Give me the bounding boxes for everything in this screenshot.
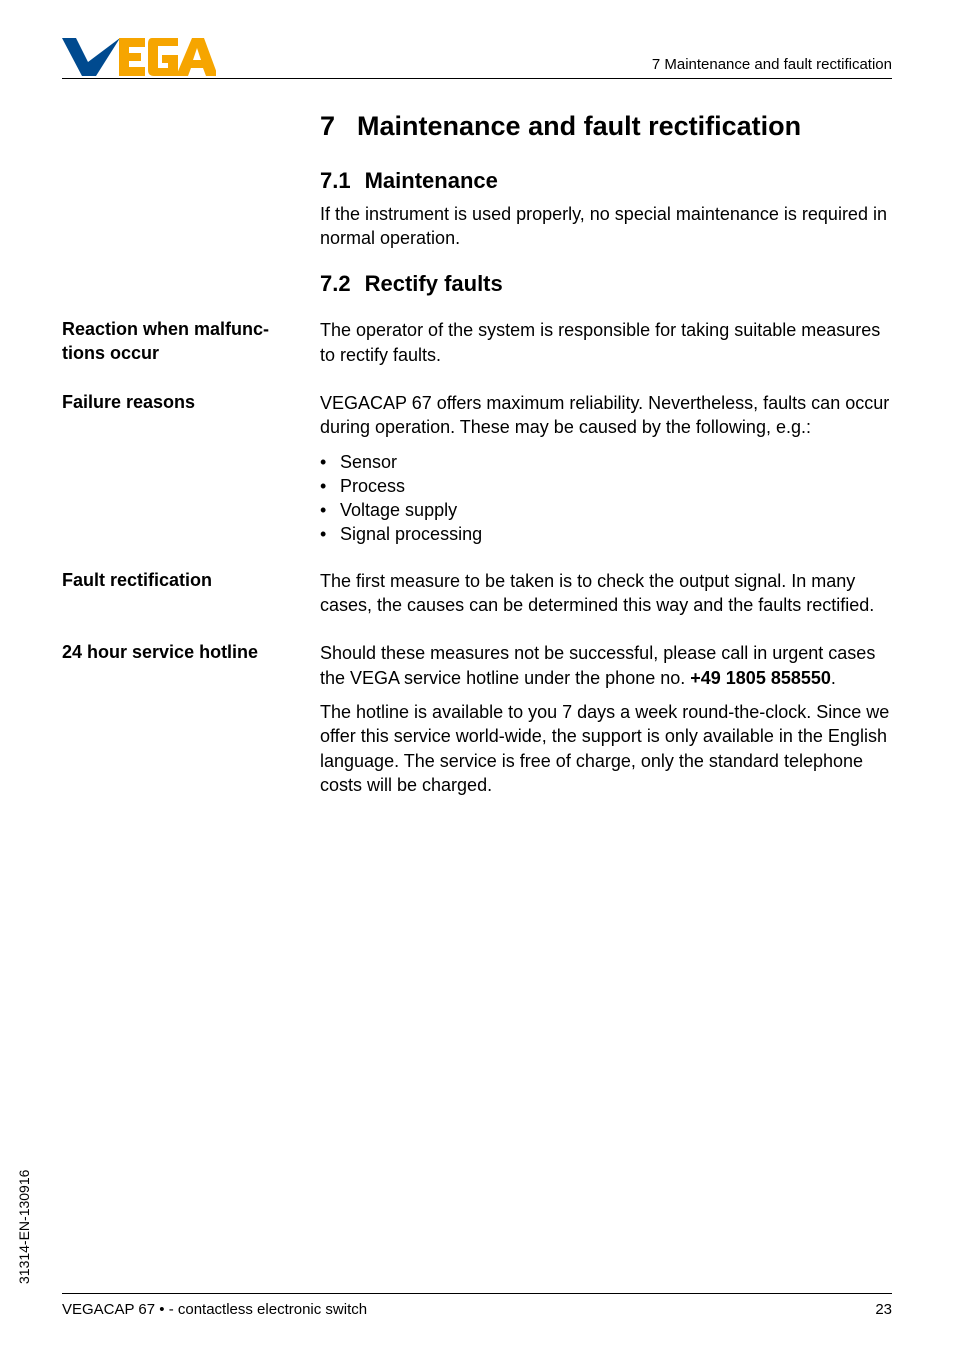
chapter-heading: 7 Maintenance and fault rectification [320, 108, 892, 144]
list-item: Signal processing [320, 522, 892, 546]
chapter-title: Maintenance and fault rectification [357, 111, 801, 141]
rectification-paragraph: The first measure to be taken is to chec… [320, 569, 892, 618]
section-heading-72: 7.2 Rectify faults [320, 269, 892, 299]
margin-label-hotline: 24 hour service hotline [62, 641, 320, 807]
hotline-paragraph-2: The hotline is available to you 7 days a… [320, 700, 892, 797]
chapter-number: 7 [320, 111, 335, 141]
section-number: 7.1 [320, 168, 351, 193]
reaction-paragraph: The operator of the system is responsibl… [320, 318, 892, 367]
section-number: 7.2 [320, 271, 351, 296]
footer-divider [62, 1293, 892, 1294]
section-title: Rectify faults [365, 271, 503, 296]
failure-paragraph: VEGACAP 67 offers maximum reliability. N… [320, 391, 892, 440]
header-divider [62, 78, 892, 79]
page-number: 23 [875, 1301, 892, 1318]
section-title: Maintenance [365, 168, 498, 193]
list-item: Voltage supply [320, 498, 892, 522]
header-breadcrumb: 7 Maintenance and fault rectification [652, 56, 892, 73]
doc-id-vertical: 31314-EN-130916 [16, 1170, 32, 1284]
logo [62, 38, 216, 81]
margin-label-rectification: Fault rectification [62, 569, 320, 628]
margin-label-reaction: Reaction when malfunc-tions occur [62, 318, 320, 377]
footer-left: VEGACAP 67 • - contactless electronic sw… [62, 1301, 367, 1318]
margin-label-failure: Failure reasons [62, 391, 320, 555]
hotline-phone: +49 1805 858550 [690, 668, 831, 688]
list-item: Sensor [320, 450, 892, 474]
maintenance-paragraph: If the instrument is used properly, no s… [320, 202, 892, 251]
hotline-paragraph-1: Should these measures not be successful,… [320, 641, 892, 690]
section-heading-71: 7.1 Maintenance [320, 166, 892, 196]
failure-list: Sensor Process Voltage supply Signal pro… [320, 450, 892, 547]
list-item: Process [320, 474, 892, 498]
